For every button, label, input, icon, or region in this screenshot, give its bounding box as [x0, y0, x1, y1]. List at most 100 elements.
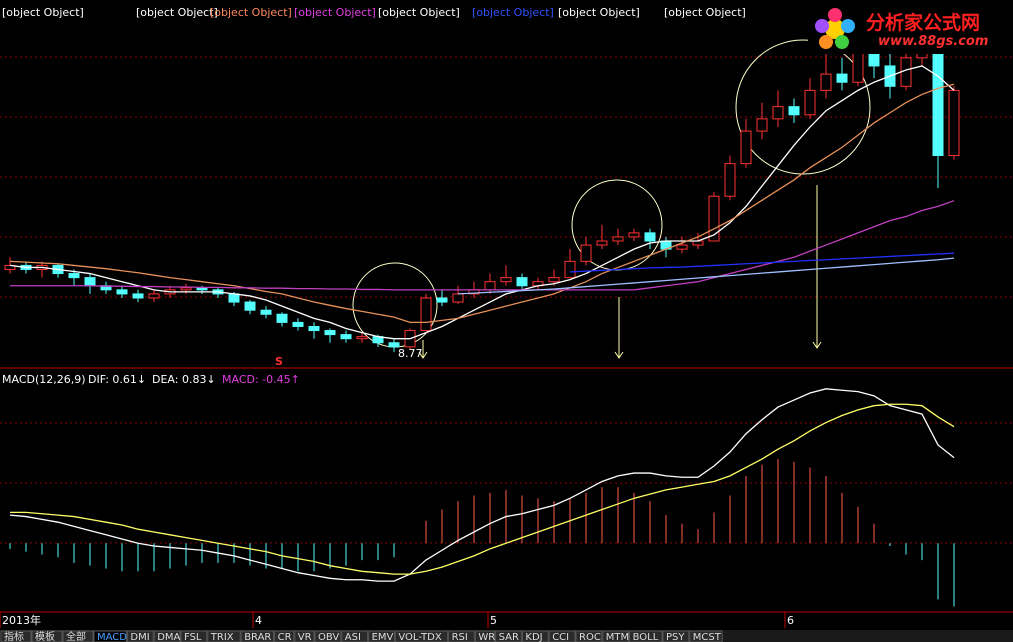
- candle-body: [180, 287, 192, 291]
- candle-body: [500, 277, 512, 283]
- ma-line: [9, 65, 955, 340]
- tab[interactable]: [689, 630, 723, 642]
- tab[interactable]: [521, 630, 549, 642]
- tab[interactable]: [274, 630, 295, 642]
- candle-body: [340, 334, 352, 340]
- candle-body: [756, 118, 768, 132]
- tab[interactable]: [662, 630, 690, 642]
- tab[interactable]: [548, 630, 576, 642]
- tab-label[interactable]: VR: [298, 632, 312, 642]
- tab-label[interactable]: TRIX: [210, 632, 234, 642]
- tab-label[interactable]: ASI: [345, 632, 361, 642]
- candle-body: [292, 321, 304, 327]
- x-axis-label: 2013年: [2, 613, 41, 627]
- tab-label[interactable]: OBV: [318, 632, 339, 642]
- candle-body: [388, 342, 400, 348]
- tab-label[interactable]: EMV: [372, 632, 394, 642]
- candle-body: [676, 244, 688, 250]
- header-label: [object Object]: [2, 6, 84, 19]
- tab[interactable]: [180, 630, 208, 642]
- x-axis-label: 5: [490, 614, 497, 627]
- tab-label[interactable]: PSY: [666, 632, 685, 642]
- tab[interactable]: [448, 630, 475, 642]
- tab[interactable]: [474, 630, 496, 642]
- candle-body: [564, 260, 576, 279]
- ma-line: [569, 252, 955, 273]
- candle-body: [516, 277, 528, 287]
- tab-label[interactable]: BRAR: [244, 632, 271, 642]
- header-label: [object Object]: [210, 6, 292, 19]
- tab[interactable]: [93, 630, 127, 642]
- tab[interactable]: [294, 630, 315, 642]
- tab-label[interactable]: 全部: [66, 630, 86, 642]
- candle-body: [276, 313, 288, 323]
- tab-label[interactable]: VOL-TDX: [398, 632, 441, 642]
- ma-line: [9, 83, 955, 324]
- tab[interactable]: [629, 630, 663, 642]
- tab-label[interactable]: BOLL: [633, 632, 659, 642]
- candle-body: [740, 130, 752, 165]
- tab[interactable]: [240, 630, 275, 642]
- candle-body: [708, 195, 720, 242]
- header-label: [object Object]: [294, 6, 376, 19]
- candle-body: [548, 277, 560, 283]
- candle-body: [420, 297, 432, 332]
- tab-label[interactable]: ROC: [579, 632, 601, 642]
- tab[interactable]: [314, 630, 342, 642]
- tab[interactable]: [575, 630, 603, 642]
- tab-label[interactable]: 模板: [35, 630, 55, 642]
- logo-title: 分析家公式网: [866, 12, 981, 34]
- price-panel: 8.77 S: [4, 33, 960, 368]
- candle-body: [84, 277, 96, 287]
- candle-body: [628, 232, 640, 238]
- tab-label[interactable]: DMA: [157, 632, 180, 642]
- candle-body: [612, 236, 624, 242]
- tab[interactable]: [153, 630, 181, 642]
- tab[interactable]: [126, 630, 154, 642]
- header-label: [object Object]: [472, 6, 554, 19]
- candle-body: [644, 232, 656, 242]
- candle-body: [244, 301, 256, 311]
- candle-body: [148, 293, 160, 299]
- tab-label[interactable]: RSI: [452, 632, 468, 642]
- macd-label: DIF: 0.61↓: [88, 373, 146, 386]
- tab[interactable]: [368, 630, 395, 642]
- macd-label: MACD: -0.45↑: [222, 373, 300, 386]
- header-label: [object Object]: [136, 6, 218, 19]
- tab[interactable]: [207, 630, 241, 642]
- tab-label[interactable]: MTM: [606, 632, 629, 642]
- macd-panel: MACD(12,26,9) DIF: 0.61↓ DEA: 0.83↓ MACD: -…: [2, 373, 955, 607]
- tab[interactable]: [31, 630, 63, 642]
- candle-body: [580, 244, 592, 262]
- tab-label[interactable]: MCST: [693, 632, 722, 642]
- tab[interactable]: [62, 630, 94, 642]
- tab-label[interactable]: MACD: [97, 632, 127, 642]
- tab-label[interactable]: 指标: [4, 630, 24, 642]
- candle-body: [724, 163, 736, 197]
- tab[interactable]: [394, 630, 449, 642]
- tab[interactable]: [0, 630, 32, 642]
- tab[interactable]: [602, 630, 630, 642]
- candle-body: [308, 325, 320, 332]
- candle-body: [452, 293, 464, 303]
- tab-label[interactable]: CR: [278, 632, 292, 642]
- tab[interactable]: [341, 630, 369, 642]
- candle-body: [132, 293, 144, 299]
- tab-label[interactable]: CCI: [552, 632, 569, 642]
- x-axis-label: 6: [787, 614, 794, 627]
- signal-label: S: [275, 355, 283, 368]
- tab-label[interactable]: WR: [478, 632, 495, 642]
- candle-body: [932, 49, 944, 157]
- candle-body: [948, 89, 960, 157]
- tab[interactable]: [495, 630, 522, 642]
- tab-label[interactable]: KDJ: [525, 632, 542, 642]
- tab-label[interactable]: FSL: [184, 632, 202, 642]
- tab-label[interactable]: SAR: [499, 632, 519, 642]
- tab-label[interactable]: DMI: [130, 632, 149, 642]
- candle-body: [356, 336, 368, 340]
- candle-body: [116, 289, 128, 295]
- candle-body: [900, 57, 912, 87]
- candle-body: [804, 89, 816, 116]
